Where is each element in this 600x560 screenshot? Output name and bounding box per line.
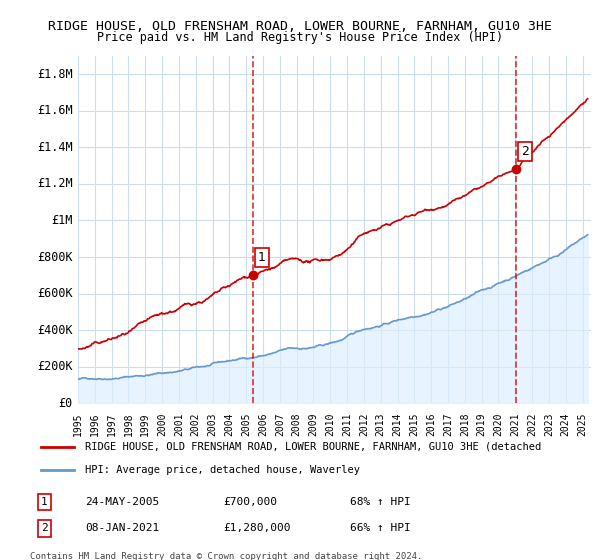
- Text: RIDGE HOUSE, OLD FRENSHAM ROAD, LOWER BOURNE, FARNHAM, GU10 3HE: RIDGE HOUSE, OLD FRENSHAM ROAD, LOWER BO…: [48, 20, 552, 32]
- Text: 2: 2: [521, 144, 529, 158]
- Text: 2: 2: [41, 524, 48, 533]
- Text: £1.8M: £1.8M: [37, 68, 73, 81]
- Text: RIDGE HOUSE, OLD FRENSHAM ROAD, LOWER BOURNE, FARNHAM, GU10 3HE (detached: RIDGE HOUSE, OLD FRENSHAM ROAD, LOWER BO…: [85, 442, 541, 452]
- Text: £1M: £1M: [52, 214, 73, 227]
- Text: £200K: £200K: [37, 360, 73, 373]
- Text: £600K: £600K: [37, 287, 73, 300]
- Text: HPI: Average price, detached house, Waverley: HPI: Average price, detached house, Wave…: [85, 465, 360, 475]
- Text: 68% ↑ HPI: 68% ↑ HPI: [350, 497, 411, 507]
- Text: £400K: £400K: [37, 324, 73, 337]
- Text: £1.2M: £1.2M: [37, 178, 73, 190]
- Text: Price paid vs. HM Land Registry's House Price Index (HPI): Price paid vs. HM Land Registry's House …: [97, 31, 503, 44]
- Text: 1: 1: [258, 251, 266, 264]
- Text: 08-JAN-2021: 08-JAN-2021: [85, 524, 160, 533]
- Text: 66% ↑ HPI: 66% ↑ HPI: [350, 524, 411, 533]
- Text: £1,280,000: £1,280,000: [223, 524, 290, 533]
- Text: Contains HM Land Registry data © Crown copyright and database right 2024.
This d: Contains HM Land Registry data © Crown c…: [30, 552, 422, 560]
- Text: 1: 1: [41, 497, 48, 507]
- Text: £1.6M: £1.6M: [37, 104, 73, 118]
- Text: 24-MAY-2005: 24-MAY-2005: [85, 497, 160, 507]
- Text: £0: £0: [59, 396, 73, 410]
- Text: £800K: £800K: [37, 250, 73, 264]
- Text: £700,000: £700,000: [223, 497, 277, 507]
- Text: £1.4M: £1.4M: [37, 141, 73, 154]
